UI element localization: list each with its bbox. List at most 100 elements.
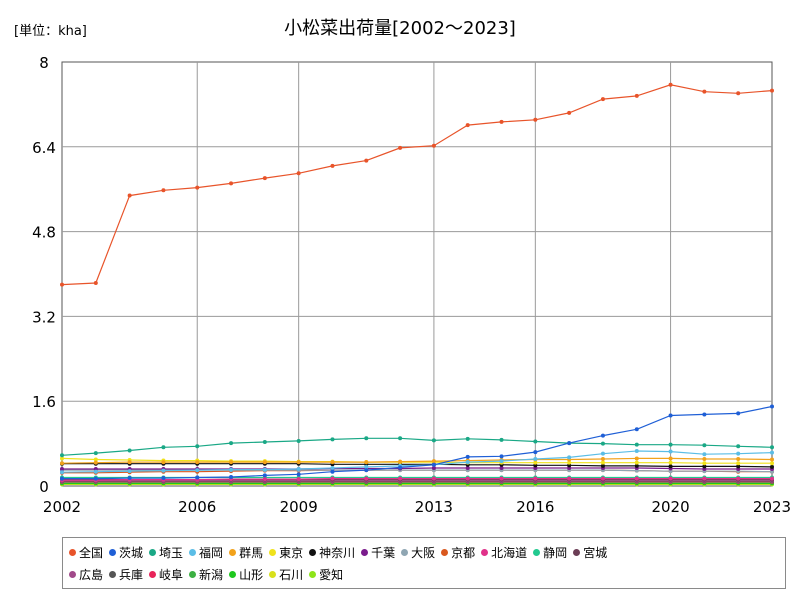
legend-row: 広島 兵庫 岐阜 新潟 山形 石川 愛知: [69, 566, 349, 583]
data-point: [93, 451, 98, 456]
x-tick-label: 2006: [178, 498, 216, 516]
data-point: [533, 117, 538, 122]
series-line: [62, 405, 773, 480]
legend-label: 北海道: [491, 546, 528, 560]
unit-label: [単位：kha]: [14, 24, 87, 39]
data-point: [634, 427, 639, 432]
legend-item: 北海道: [481, 544, 527, 561]
data-point: [736, 91, 741, 96]
data-point: [398, 459, 403, 464]
data-point: [533, 456, 538, 461]
series-line: [62, 463, 773, 468]
legend-item: 京都: [441, 544, 475, 561]
legend-item: 宮城: [573, 544, 607, 561]
data-point: [533, 476, 538, 481]
data-point: [296, 171, 301, 176]
data-point: [600, 463, 605, 468]
data-point: [60, 470, 64, 475]
data-point: [770, 457, 774, 462]
series-line: [62, 478, 772, 481]
legend-item: 大阪: [401, 544, 435, 561]
legend-item: 神奈川: [309, 544, 355, 561]
legend-label: 京都: [451, 546, 476, 560]
data-point: [499, 459, 504, 464]
data-point: [668, 413, 673, 418]
data-point: [161, 445, 166, 450]
data-point: [736, 411, 741, 416]
legend-marker: [69, 571, 76, 578]
data-point: [330, 476, 335, 481]
x-tick-label: 2020: [651, 498, 689, 516]
data-point: [702, 89, 707, 94]
legend-label: 全国: [79, 546, 104, 560]
data-point: [600, 433, 605, 438]
data-point: [465, 465, 470, 470]
legend-label: 兵庫: [119, 568, 144, 582]
data-point: [195, 185, 200, 190]
y-tick-label: 8: [39, 54, 49, 72]
legend-label: 宮城: [583, 546, 608, 560]
legend-marker: [149, 571, 157, 578]
data-point: [296, 477, 301, 482]
legend-item: 新潟: [189, 566, 223, 583]
legend-item: 東京: [269, 544, 303, 561]
data-point: [668, 449, 673, 454]
data-point: [499, 454, 504, 459]
data-point: [161, 460, 166, 465]
legend-label: 大阪: [411, 546, 436, 560]
data-point: [770, 464, 774, 469]
data-point: [567, 476, 572, 481]
data-point: [330, 437, 335, 442]
data-point: [634, 463, 639, 468]
data-point: [668, 82, 673, 87]
plot-area: [61, 61, 773, 487]
data-point: [634, 93, 639, 98]
x-tick-label: 2016: [516, 498, 554, 516]
legend-item: 岐阜: [149, 566, 183, 583]
data-point: [736, 444, 741, 449]
data-point: [364, 158, 369, 163]
data-point: [330, 163, 335, 168]
data-point: [702, 476, 707, 481]
data-point: [634, 476, 639, 481]
data-point: [127, 193, 132, 198]
legend-item: 山形: [229, 566, 263, 583]
data-point: [465, 123, 470, 128]
data-point: [127, 448, 132, 453]
legend-label: 福岡: [199, 546, 224, 560]
data-point: [600, 460, 605, 465]
data-point: [770, 404, 774, 409]
data-point: [93, 469, 98, 474]
data-point: [600, 456, 605, 461]
series-line: [61, 84, 773, 286]
data-point: [161, 468, 166, 473]
legend-item: 茨城: [109, 544, 143, 561]
y-tick-label: 6.4: [32, 139, 56, 157]
series-line: [62, 467, 772, 470]
data-point: [465, 476, 470, 481]
data-point: [262, 473, 267, 478]
legend-marker: [269, 571, 277, 578]
data-point: [702, 452, 707, 457]
legend-marker: [109, 549, 117, 556]
data-point: [364, 460, 369, 465]
data-point: [398, 465, 403, 470]
data-point: [600, 476, 605, 481]
data-point: [533, 460, 538, 465]
data-point: [229, 441, 234, 446]
legend-label: 山形: [239, 568, 264, 582]
data-point: [127, 460, 132, 465]
legend-label: 群馬: [239, 546, 264, 560]
data-point: [364, 464, 369, 469]
data-point: [431, 143, 436, 148]
legend-label: 東京: [279, 546, 304, 560]
data-point: [702, 461, 707, 466]
data-point: [465, 460, 470, 465]
data-point: [736, 456, 741, 461]
legend-item: 埼玉: [149, 544, 183, 561]
y-tick-label: 0: [39, 478, 49, 496]
series-line: [61, 450, 773, 473]
legend-marker: [309, 549, 317, 556]
data-point: [195, 444, 200, 449]
legend-marker: [481, 549, 489, 556]
